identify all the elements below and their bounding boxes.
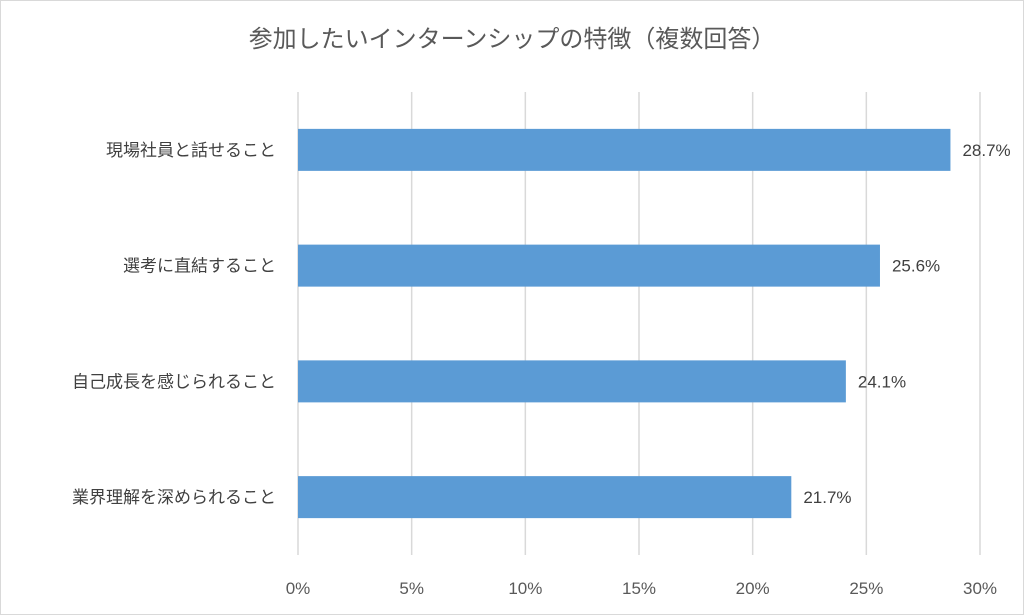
x-tick-label: 20%: [736, 579, 770, 598]
chart-title: 参加したいインターンシップの特徴（複数回答）: [249, 25, 776, 53]
bar: [298, 244, 880, 287]
x-axis-tick-labels: 0% 5% 10% 15% 20% 25% 30%: [286, 579, 997, 598]
category-label: 業界理解を深められること: [72, 488, 276, 508]
bar: [298, 360, 846, 403]
data-label: 28.7%: [962, 141, 1010, 160]
x-tick-label: 5%: [399, 579, 424, 598]
data-label: 25.6%: [892, 257, 940, 276]
x-tick-label: 10%: [508, 579, 542, 598]
data-label: 21.7%: [803, 488, 851, 507]
x-tick-label: 25%: [849, 579, 883, 598]
bar: [298, 476, 792, 519]
x-tick-label: 15%: [622, 579, 656, 598]
category-label: 現場社員と話せること: [106, 141, 276, 161]
bar: [298, 128, 951, 171]
category-label: 自己成長を感じられること: [72, 372, 276, 392]
bars: [298, 128, 951, 519]
data-labels: 28.7% 25.6% 24.1% 21.7%: [803, 141, 1010, 507]
data-label: 24.1%: [858, 372, 906, 391]
category-label: 選考に直結すること: [123, 257, 276, 277]
x-tick-label: 0%: [286, 579, 311, 598]
x-tick-label: 30%: [963, 579, 997, 598]
category-labels: 現場社員と話せること選考に直結すること自己成長を感じられること業界理解を深められ…: [72, 141, 276, 508]
